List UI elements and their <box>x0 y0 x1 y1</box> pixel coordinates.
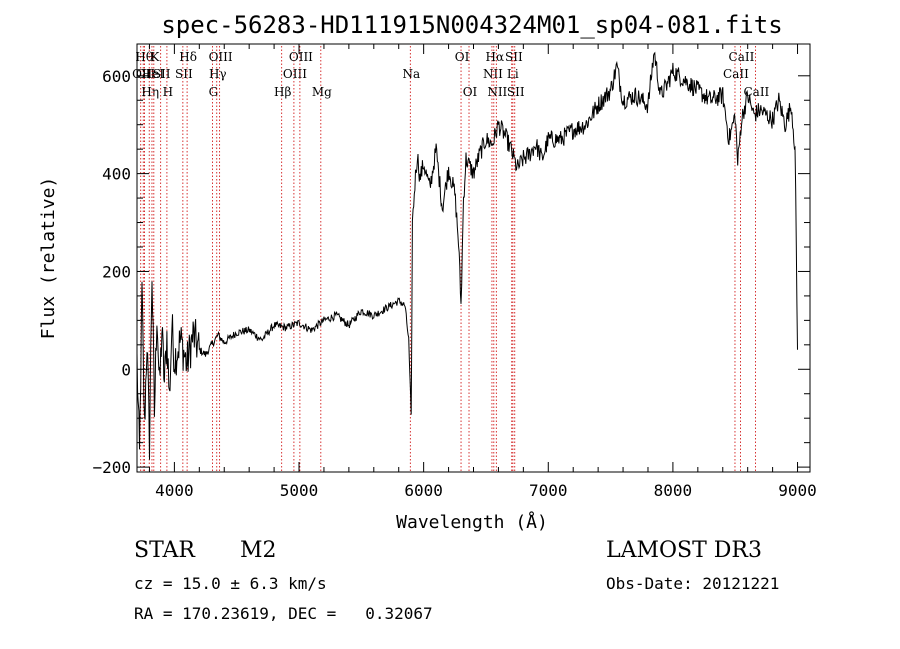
line-marker-label: OIII <box>209 50 233 64</box>
x-tick-label: 6000 <box>404 481 443 500</box>
line-marker-label: SII <box>507 85 525 99</box>
x-tick-label: 4000 <box>155 481 194 500</box>
spectrum-line <box>136 51 798 460</box>
chart-title: spec-56283-HD111915N004324M01_sp04-081.f… <box>161 11 782 39</box>
y-axis-label: Flux (relative) <box>38 177 59 340</box>
y-tick-label: 400 <box>102 165 131 184</box>
line-marker-label: OI <box>455 50 470 64</box>
line-marker-label: NII <box>487 85 507 99</box>
y-tick-label: 600 <box>102 67 131 86</box>
line-marker-label: CaII <box>729 50 755 64</box>
line-marker-label: SII <box>505 50 523 64</box>
coordinates-line: RA = 170.23619, DEC = 0.32067 <box>134 604 433 623</box>
plot-frame <box>136 43 811 473</box>
subclass-label: M2 <box>240 538 277 563</box>
line-marker-label: SII <box>175 67 193 81</box>
y-tick-label: 0 <box>121 360 131 379</box>
line-marker-label: H <box>163 85 173 99</box>
line-marker-label: Hδ <box>179 50 197 64</box>
x-tick-label: 7000 <box>529 481 568 500</box>
line-marker-label: Hη <box>141 85 159 99</box>
line-marker-label: OII <box>136 67 156 81</box>
line-marker-label: SII <box>153 67 171 81</box>
line-marker-label: Na <box>402 67 420 81</box>
line-markers: HθOIIOIIHηHeIKSIIHSIIHδGHγOIIIHβOIIIOIII… <box>132 46 770 472</box>
y-tick-label: 200 <box>102 262 131 281</box>
line-marker-label: CaII <box>723 67 749 81</box>
redshift-line: cz = 15.0 ± 6.3 km/s <box>134 574 327 593</box>
class-label: STAR <box>134 538 195 563</box>
line-marker-label: OIII <box>289 50 313 64</box>
y-tick-label: −200 <box>92 458 131 477</box>
line-marker-label: OIII <box>283 67 307 81</box>
line-marker-label: K <box>150 50 160 64</box>
line-marker-label: G <box>209 85 219 99</box>
x-tick-label: 5000 <box>280 481 319 500</box>
line-marker-label: Hα <box>486 50 505 64</box>
line-marker-label: HeI <box>142 67 165 81</box>
line-marker-label: NII <box>483 67 503 81</box>
x-axis-label: Wavelength (Å) <box>396 511 548 533</box>
line-marker-label: Mg <box>312 85 332 99</box>
x-tick-label: 9000 <box>778 481 817 500</box>
obs-date-line: Obs-Date: 20121221 <box>606 574 780 593</box>
line-marker-label: Hγ <box>209 67 227 81</box>
survey-label: LAMOST DR3 <box>606 538 762 563</box>
x-tick-label: 8000 <box>654 481 693 500</box>
y-axis: −200 0 200 400 600 <box>92 67 810 477</box>
line-marker-label: Hβ <box>274 85 291 99</box>
line-marker-label: OI <box>463 85 478 99</box>
x-axis: 4000 5000 6000 7000 8000 9000 <box>148 44 817 500</box>
